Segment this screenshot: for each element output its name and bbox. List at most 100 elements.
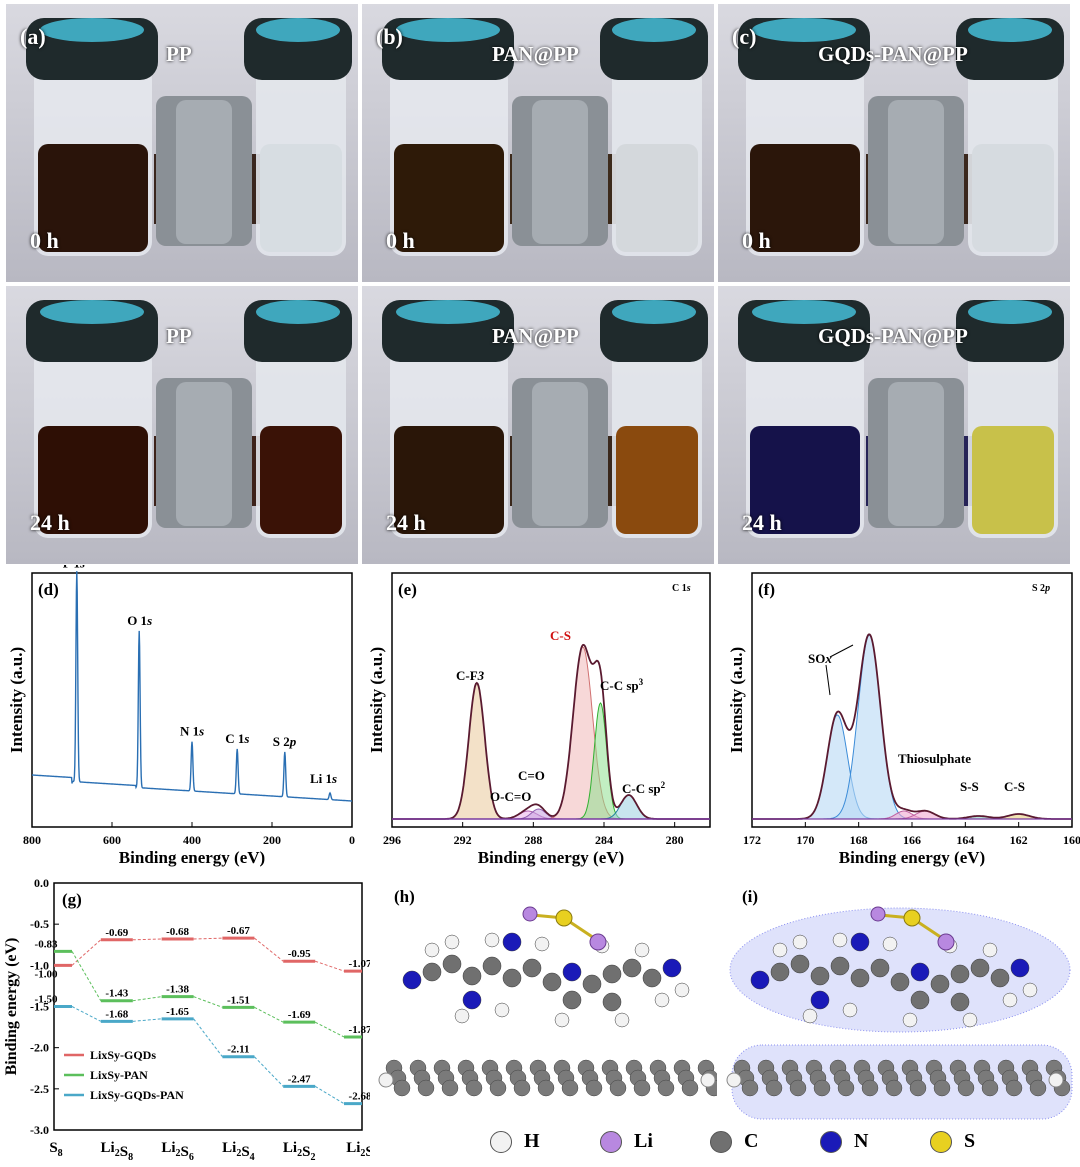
h-cell-photo: (b) PAN@PP 0 h [362,4,714,282]
atom-symbol: C [744,1130,759,1152]
component-label: C-C sp3 [600,677,644,693]
x-tick-label: 172 [743,833,761,847]
hydrogen-atom [454,1008,470,1024]
carbon-atom [990,968,1010,988]
carbon-atom [957,1079,975,1097]
connector-line [314,1021,345,1038]
plot-frame [31,572,353,828]
atom-swatch-icon [490,1130,512,1153]
carbon-atom [981,1079,999,1097]
panel-label: (d) [38,580,59,599]
h-cell-photo: (a) PP 0 h [6,4,358,282]
hydrogen-atom [842,1002,858,1018]
component-label: S-S [960,779,979,794]
panel-label: (g) [62,890,82,909]
nitrogen-atom [850,932,870,952]
nitrogen-atom [1010,958,1030,978]
x-tick-label: 200 [263,833,281,847]
component-label: SOx [808,651,832,666]
nitrogen-atom [910,962,930,982]
h-cell-illustration [6,4,358,282]
photo-panel-title: PP [166,324,192,348]
data-label: -1.38 [166,984,189,996]
x-category-label: Li2S8 [101,1140,134,1163]
nitrogen-atom [562,962,582,982]
hydrogen-atom [654,992,670,1008]
data-label: -1.00 [35,968,58,980]
y-tick-label: 0.0 [34,876,49,890]
carbon-atom [622,958,642,978]
hydrogen-atom [1022,982,1038,998]
data-label: -0.95 [288,948,311,960]
carbon-atom [890,972,910,992]
atom-legend-item: C [710,1130,758,1153]
data-label: -0.69 [105,927,128,939]
hydrogen-atom [882,936,898,952]
carbon-atom [861,1079,879,1097]
data-label: -0.68 [166,926,189,938]
atom-symbol: S [964,1130,976,1152]
panel-label: (f) [758,580,775,599]
envelope-curve [392,643,710,820]
h-cell-photo: (c) GQDs-PAN@PP 0 h [718,4,1070,282]
hydrogen-atom [792,934,808,950]
component-label: C-S [1004,779,1025,794]
carbon-atom [561,1079,579,1097]
atom-legend-item: Li [600,1130,653,1153]
x-axis-label: Binding energy (eV) [119,848,265,867]
connector-line [132,996,162,1002]
nitrogen-atom [810,990,830,1010]
lithium-atom [870,906,886,922]
hydrogen-atom [772,942,788,958]
molecular-model-i: (i) [726,887,1073,1120]
carbon-atom [909,1079,927,1097]
carbon-atom [489,1079,507,1097]
sulfur-atom [555,909,573,927]
component-label: O-C=O [490,789,531,804]
peak-label: Li 1s [310,771,337,786]
survey-spectrum [32,571,352,802]
h-cell-illustration [362,286,714,564]
carbon-atom [789,1079,807,1097]
peak-label: C 1s [225,731,249,746]
connector-line [315,960,345,972]
hydrogen-atom [1048,1072,1064,1088]
y-tick-label: -1.0 [30,958,49,972]
atom-swatch-icon [820,1130,842,1153]
atom-swatch-icon [600,1130,622,1153]
x-tick-label: 164 [956,833,974,847]
data-label: -1.69 [288,1009,311,1021]
x-tick-label: 0 [349,833,355,847]
carbon-atom [562,990,582,1010]
carbon-atom [609,1079,627,1097]
legend-label: LixSy-GQDs-PAN [90,1088,184,1102]
carbon-atom [482,956,502,976]
carbon-atom [930,974,950,994]
carbon-atom [462,966,482,986]
x-tick-label: 168 [850,833,868,847]
connector-line [193,1018,223,1058]
x-tick-label: 280 [666,833,684,847]
lithium-atom [589,933,607,951]
hydrogen-atom [962,1012,978,1028]
carbon-atom [542,972,562,992]
fit-component [752,714,1072,820]
y-tick-label: -0.5 [30,917,49,931]
x-tick-label: 170 [796,833,814,847]
h-cell-illustration [718,4,1070,282]
carbon-atom [790,954,810,974]
connector-line [254,1006,284,1023]
hydrogen-atom [982,942,998,958]
sulfur-atom [903,909,921,927]
x-tick-label: 166 [903,833,921,847]
hydrogen-atom [614,1012,630,1028]
carbon-atom [502,968,522,988]
hydrogen-atom [832,932,848,948]
photo-panel-title: PAN@PP [492,324,579,348]
component-label: C-F3 [456,668,485,683]
atom-legend-item: H [490,1130,540,1153]
data-label: -2.47 [288,1073,311,1085]
carbon-atom [741,1079,759,1097]
carbon-atom [582,974,602,994]
legend-label: LixSy-GQDs [90,1048,156,1062]
